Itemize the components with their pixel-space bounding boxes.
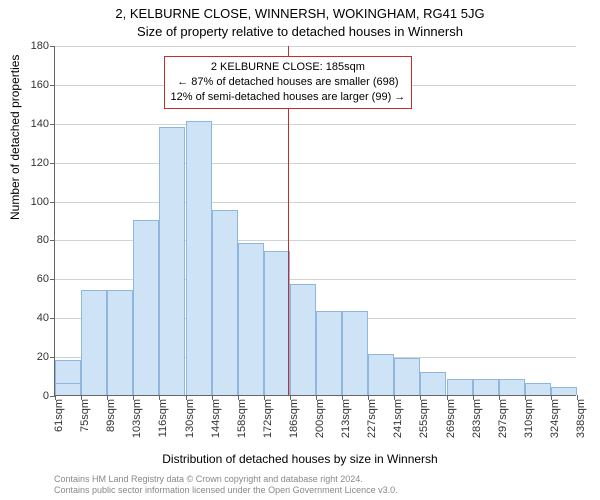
bar [473, 379, 499, 395]
xtick-label: 89sqm [105, 399, 117, 432]
ytick-label: 120 [31, 157, 55, 169]
bar [81, 290, 107, 395]
bar [551, 387, 577, 395]
xtick-label: 213sqm [340, 399, 352, 438]
bar [342, 311, 368, 395]
footer-attribution: Contains HM Land Registry data © Crown c… [54, 474, 398, 496]
ytick-label: 20 [37, 351, 55, 363]
bar [133, 220, 159, 395]
xtick-label: 297sqm [497, 399, 509, 438]
xtick-label: 144sqm [210, 399, 222, 438]
bar [212, 210, 238, 395]
annotation-line3: 12% of semi-detached houses are larger (… [171, 90, 406, 105]
chart-title-line2: Size of property relative to detached ho… [0, 24, 600, 39]
bar [159, 127, 185, 395]
bar [499, 379, 525, 395]
xtick-label: 283sqm [471, 399, 483, 438]
bar [290, 284, 316, 395]
xtick-label: 61sqm [53, 399, 65, 432]
bar [394, 358, 420, 395]
bar [420, 372, 446, 395]
xtick-label: 310sqm [523, 399, 535, 438]
xtick-label: 200sqm [314, 399, 326, 438]
plot-area: 02040608010012014016018061sqm75sqm89sqm1… [54, 46, 576, 396]
footer-line1: Contains HM Land Registry data © Crown c… [54, 474, 398, 485]
bar [264, 251, 290, 395]
bar [107, 290, 133, 395]
bar [186, 121, 212, 395]
bar [525, 383, 551, 395]
ytick-label: 180 [31, 40, 55, 52]
xtick-label: 269sqm [445, 399, 457, 438]
footer-line2: Contains public sector information licen… [54, 485, 398, 496]
bar [238, 243, 264, 395]
bar [368, 354, 394, 395]
annotation-line1: 2 KELBURNE CLOSE: 185sqm [171, 60, 406, 75]
xtick-label: 227sqm [366, 399, 378, 438]
bar [447, 379, 473, 395]
chart-title-line1: 2, KELBURNE CLOSE, WINNERSH, WOKINGHAM, … [0, 6, 600, 21]
xtick-label: 75sqm [79, 399, 91, 432]
ytick-label: 80 [37, 234, 55, 246]
xtick-label: 158sqm [236, 399, 248, 438]
xtick-label: 116sqm [157, 399, 169, 437]
xtick-label: 130sqm [184, 399, 196, 438]
xtick-label: 103sqm [131, 399, 143, 438]
x-axis-label: Distribution of detached houses by size … [0, 452, 600, 466]
bar [316, 311, 342, 395]
annotation-box: 2 KELBURNE CLOSE: 185sqm← 87% of detache… [164, 56, 413, 109]
xtick-label: 172sqm [262, 399, 274, 438]
xtick-label: 255sqm [418, 399, 430, 438]
ytick-label: 40 [37, 312, 55, 324]
xtick-label: 241sqm [392, 399, 404, 438]
bar [55, 383, 81, 395]
xtick-label: 186sqm [288, 399, 300, 438]
ytick-label: 160 [31, 79, 55, 91]
ytick-label: 60 [37, 273, 55, 285]
xtick-label: 338sqm [575, 399, 587, 438]
y-axis-label: Number of detached properties [8, 55, 22, 220]
xtick-label: 324sqm [549, 399, 561, 438]
annotation-line2: ← 87% of detached houses are smaller (69… [171, 75, 406, 90]
ytick-label: 100 [31, 196, 55, 208]
ytick-label: 140 [31, 118, 55, 130]
